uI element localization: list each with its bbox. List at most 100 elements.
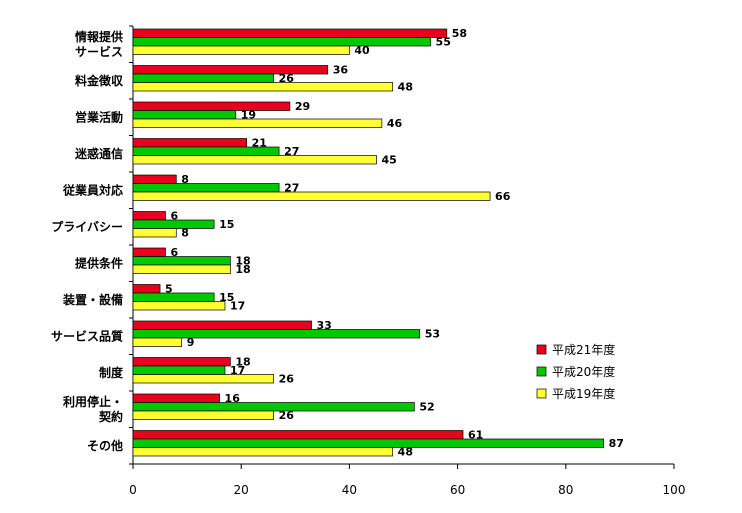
data-label: 36 <box>333 64 349 77</box>
data-label: 53 <box>425 328 440 341</box>
bar <box>132 374 275 384</box>
bar <box>132 174 177 184</box>
data-label: 8 <box>181 227 189 240</box>
axes <box>129 25 674 465</box>
data-label: 21 <box>252 137 267 150</box>
bar <box>132 284 161 294</box>
data-label: 27 <box>284 182 299 195</box>
data-label: 58 <box>452 27 467 40</box>
category-label: 情報提供 <box>75 29 123 44</box>
data-label: 61 <box>468 429 483 442</box>
data-label: 17 <box>230 300 245 313</box>
x-tick-label: 100 <box>663 483 686 497</box>
bar <box>132 320 312 330</box>
category-label: 装置・設備 <box>62 292 123 307</box>
data-label: 52 <box>419 401 434 414</box>
x-tick-label: 0 <box>129 483 137 497</box>
data-label: 87 <box>609 437 624 450</box>
bar <box>132 264 231 274</box>
data-label: 33 <box>317 319 332 332</box>
data-label: 29 <box>295 100 310 113</box>
data-label: 19 <box>241 109 256 122</box>
legend-label: 平成19年度 <box>552 386 615 401</box>
bar <box>132 110 237 120</box>
data-label: 18 <box>235 356 250 369</box>
bar <box>132 45 350 55</box>
category-label: サービス品質 <box>51 328 123 343</box>
category-label: プライバシー <box>51 219 123 234</box>
bar <box>132 447 394 457</box>
data-label: 6 <box>170 246 178 259</box>
data-label: 6 <box>170 210 178 223</box>
bar <box>132 365 226 375</box>
bar <box>132 73 275 83</box>
x-axis-ticks: 0 20 40 60 80 100 <box>129 464 685 497</box>
legend-label: 平成20年度 <box>552 364 615 379</box>
bar <box>132 393 220 403</box>
bar <box>132 118 383 128</box>
data-label: 48 <box>398 81 413 94</box>
data-label: 26 <box>279 373 295 386</box>
bar <box>132 211 166 221</box>
category-label: 制度 <box>99 365 124 380</box>
bars: 5836292186653318166155261927271518155317… <box>132 27 624 459</box>
bar <box>132 438 605 448</box>
bar <box>132 329 421 339</box>
data-label: 45 <box>381 154 396 167</box>
bar <box>132 191 491 201</box>
x-tick-label: 20 <box>234 483 249 497</box>
category-label: 営業活動 <box>75 109 123 124</box>
category-label: その他 <box>87 438 123 453</box>
category-labels: 情報提供サービス料金徴収営業活動迷惑通信従業員対応プライバシー提供条件装置・設備… <box>51 29 124 453</box>
legend-swatch <box>536 388 547 399</box>
x-tick-label: 60 <box>450 483 465 497</box>
data-label: 40 <box>354 44 370 57</box>
bar <box>132 357 231 367</box>
bar <box>132 337 183 347</box>
data-label: 8 <box>181 173 189 186</box>
data-label: 16 <box>225 392 241 405</box>
legend-swatch <box>536 344 547 355</box>
category-label: 契約 <box>98 409 123 424</box>
category-label: 提供条件 <box>75 255 123 270</box>
category-label: サービス <box>75 44 123 59</box>
legend-label: 平成21年度 <box>552 342 615 357</box>
bar <box>132 256 231 266</box>
bar <box>132 219 215 229</box>
category-label: 迷惑通信 <box>74 146 123 161</box>
category-label: 料金徴収 <box>75 73 124 88</box>
data-label: 5 <box>165 283 173 296</box>
bar <box>132 410 275 420</box>
bar <box>132 146 280 156</box>
bar <box>132 430 464 440</box>
data-label: 26 <box>279 409 295 422</box>
bar <box>132 247 166 257</box>
data-label: 27 <box>284 145 299 158</box>
bar <box>132 402 415 412</box>
category-label: 利用停止・ <box>63 394 123 409</box>
data-label: 18 <box>235 255 250 268</box>
bar <box>132 82 394 92</box>
data-label: 46 <box>387 117 403 130</box>
x-tick-label: 40 <box>342 483 357 497</box>
x-tick-label: 80 <box>558 483 573 497</box>
data-label: 55 <box>436 36 451 49</box>
bar <box>132 65 329 75</box>
bar <box>132 101 291 111</box>
data-label: 26 <box>279 72 295 85</box>
data-label: 48 <box>398 446 413 459</box>
bar <box>132 301 226 311</box>
bar <box>132 292 215 302</box>
data-label: 9 <box>187 336 195 349</box>
data-label: 66 <box>495 190 511 203</box>
bar <box>132 228 177 238</box>
bar <box>132 37 431 47</box>
bar <box>132 28 448 38</box>
data-label: 15 <box>219 291 234 304</box>
category-label: 従業員対応 <box>62 182 123 197</box>
data-label: 17 <box>230 364 245 377</box>
bar <box>132 183 280 193</box>
data-label: 15 <box>219 218 234 231</box>
